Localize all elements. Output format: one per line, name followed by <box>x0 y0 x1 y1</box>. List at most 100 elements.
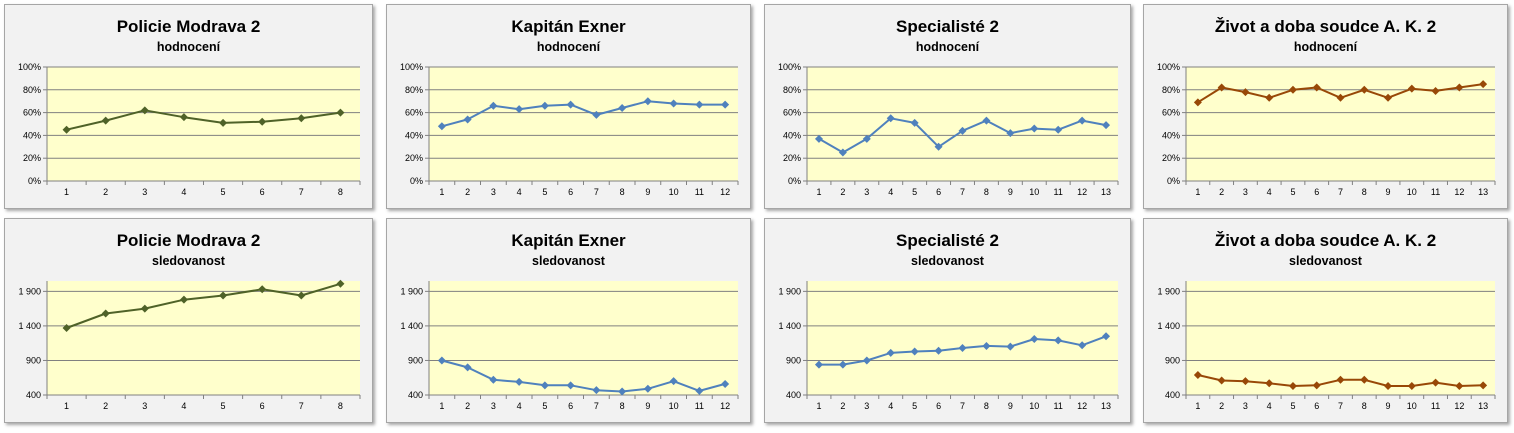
data-point <box>618 104 627 113</box>
data-point <box>1288 85 1297 94</box>
x-tick-label: 10 <box>1029 187 1039 197</box>
x-tick-label: 8 <box>1362 187 1367 197</box>
y-tick-label: 60% <box>405 108 423 118</box>
data-point <box>336 279 345 288</box>
chart-plot: 0%20%40%60%80%100%1 2 3 4 5 6 7 8 9 10 11 12 <box>400 62 739 197</box>
data-point <box>62 323 71 332</box>
x-tick-label: 2 <box>465 187 470 197</box>
data-point <box>1193 98 1202 107</box>
data-point <box>592 110 601 119</box>
data-point <box>721 100 730 109</box>
y-tick-label: 20% <box>1162 153 1180 163</box>
y-tick-label: 60% <box>783 108 801 118</box>
data-point <box>515 377 524 386</box>
data-point <box>437 122 446 131</box>
data-point <box>695 386 704 395</box>
y-tick-label: 40% <box>23 130 41 140</box>
chart-panel-specialiste-hodnoceni: Specialisté 2 hodnocení 0% 20% 40% 60% 80% 10… <box>764 4 1131 209</box>
y-tick-label: 1 900 <box>778 286 801 296</box>
x-tick-label: 2 <box>1219 401 1224 411</box>
data-point <box>1030 124 1039 133</box>
chart-panel-zivot-a-doba-hodnoceni: Život a doba soudce A. K. 2 hodnocení 0%… <box>1143 4 1508 209</box>
x-tick-label: 4 <box>1267 401 1272 411</box>
y-tick-label: 20% <box>783 153 801 163</box>
x-tick-label: 5 <box>912 401 917 411</box>
x-tick-label: 8 <box>984 401 989 411</box>
x-tick-label: 13 <box>1478 401 1488 411</box>
chart-plot: 0%20%40%60%80%100%1 2 3 4 5 6 7 8 9 10 11 12 13 <box>1157 62 1496 197</box>
plot-area <box>807 67 1118 181</box>
data-point <box>1288 382 1297 391</box>
x-tick-label: 12 <box>1454 401 1464 411</box>
data-point <box>463 363 472 372</box>
y-tick-label: 400 <box>786 390 801 400</box>
data-point <box>1360 375 1369 384</box>
data-point <box>336 108 345 117</box>
data-point <box>721 379 730 388</box>
x-tick-label: 2 <box>1219 187 1224 197</box>
data-point <box>101 309 110 318</box>
chart-title: Specialisté 2 <box>895 17 999 36</box>
chart-panel-kapitan-exner-sledovanost: Kapitán Exner sledovanost 400 900 1 400 1 9… <box>386 218 751 423</box>
x-tick-label: 3 <box>1243 187 1248 197</box>
chart-title: Kapitán Exner <box>511 231 626 250</box>
data-point <box>1479 381 1488 390</box>
series-line <box>66 282 341 329</box>
y-tick-label: 400 <box>1165 390 1180 400</box>
data-point <box>258 285 267 294</box>
data-point <box>140 106 149 115</box>
data-point <box>1407 84 1416 93</box>
y-tick-label: 900 <box>26 355 41 365</box>
x-tick-label: 3 <box>142 187 147 197</box>
x-tick-label: 9 <box>1386 401 1391 411</box>
data-point <box>1312 381 1321 390</box>
data-point <box>862 134 871 143</box>
data-point <box>140 304 149 313</box>
series-line <box>441 359 726 393</box>
x-tick-label: 12 <box>1454 187 1464 197</box>
data-point <box>592 386 601 395</box>
chart-panel-zivot-a-doba-sledovanost: Život a doba soudce A. K. 2 sledovanost … <box>1143 218 1508 423</box>
x-tick-label: 1 <box>816 187 821 197</box>
y-tick-label: 40% <box>405 130 423 140</box>
x-tick-label: 8 <box>620 401 625 411</box>
y-tick-label: 900 <box>786 355 801 365</box>
x-tick-label: 8 <box>984 187 989 197</box>
x-tick-label: 4 <box>517 187 522 197</box>
data-point <box>1217 376 1226 385</box>
x-tick-label: 5 <box>542 401 547 411</box>
data-point <box>1193 370 1202 379</box>
x-tick-label: 7 <box>299 187 304 197</box>
chart-title: Kapitán Exner <box>511 17 626 36</box>
plot-area <box>47 67 360 181</box>
x-tick-label: 6 <box>936 401 941 411</box>
x-tick-label: 9 <box>1008 401 1013 411</box>
data-point <box>219 291 228 300</box>
x-tick-label: 4 <box>1267 187 1272 197</box>
data-point <box>258 117 267 126</box>
x-tick-label: 3 <box>1243 401 1248 411</box>
data-point <box>886 114 895 123</box>
data-point <box>540 381 549 390</box>
plot-area <box>47 281 360 395</box>
x-tick-label: 11 <box>1431 187 1440 197</box>
x-tick-label: 7 <box>960 401 965 411</box>
data-point <box>669 377 678 386</box>
plot-area <box>429 67 738 181</box>
x-tick-label: 10 <box>1407 401 1417 411</box>
plot-area <box>1186 67 1495 181</box>
x-tick-label: 7 <box>299 401 304 411</box>
x-tick-label: 6 <box>568 187 573 197</box>
data-point <box>1241 377 1250 386</box>
data-point <box>540 101 549 110</box>
data-point <box>934 142 943 151</box>
x-tick-label: 6 <box>260 401 265 411</box>
x-tick-label: 4 <box>888 187 893 197</box>
y-tick-label: 400 <box>408 390 423 400</box>
data-point <box>1030 335 1039 344</box>
x-tick-label: 9 <box>1386 187 1391 197</box>
x-tick-label: 1 <box>816 401 821 411</box>
x-tick-label: 1 <box>1195 401 1200 411</box>
y-tick-label: 80% <box>1162 85 1180 95</box>
chart-subtitle: hodnocení <box>156 40 221 54</box>
